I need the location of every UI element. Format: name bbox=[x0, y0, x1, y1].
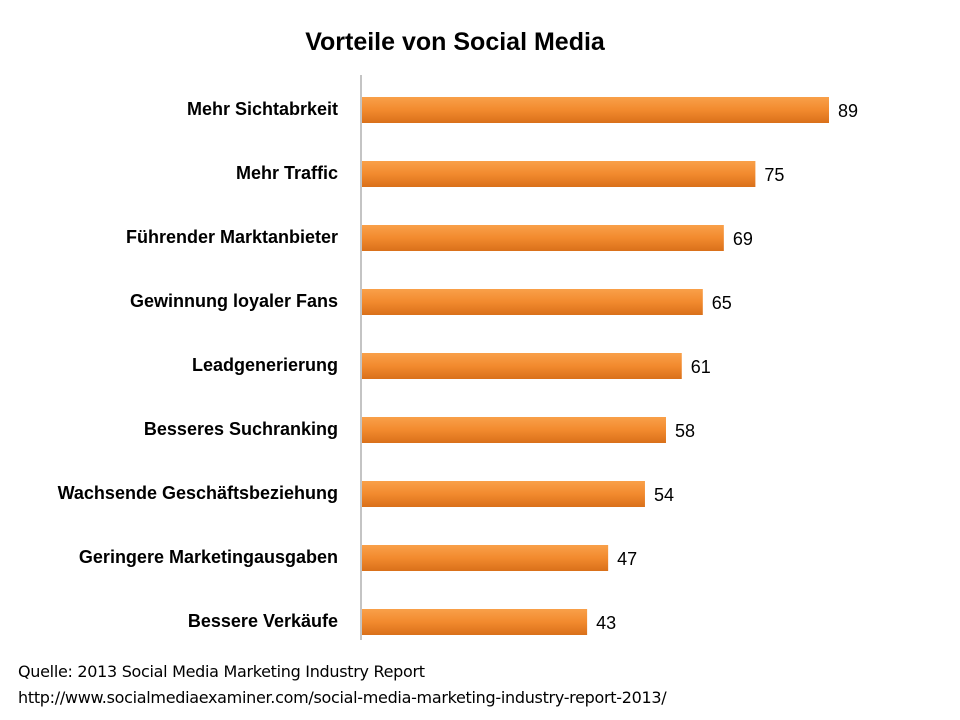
chart-title: Vorteile von Social Media bbox=[305, 28, 605, 56]
data-label: 65 bbox=[712, 293, 732, 313]
data-label: 69 bbox=[733, 229, 753, 249]
bar bbox=[362, 417, 666, 443]
bar bbox=[362, 97, 829, 123]
category-label: Gewinnung loyaler Fans bbox=[130, 291, 338, 311]
bar bbox=[362, 289, 703, 315]
category-label: Wachsende Geschäftsbeziehung bbox=[58, 483, 338, 503]
bar bbox=[362, 353, 682, 379]
category-label: Führender Marktanbieter bbox=[126, 227, 338, 247]
data-label: 58 bbox=[675, 421, 695, 441]
data-label: 75 bbox=[764, 165, 784, 185]
bar bbox=[362, 545, 609, 571]
category-label: Besseres Suchranking bbox=[144, 419, 338, 439]
data-label: 54 bbox=[654, 485, 674, 505]
source-url[interactable]: http://www.socialmediaexaminer.com/socia… bbox=[18, 688, 667, 707]
data-label: 43 bbox=[596, 613, 616, 633]
data-label: 61 bbox=[691, 357, 711, 377]
bar bbox=[362, 225, 724, 251]
source-line-1: Quelle: 2013 Social Media Marketing Indu… bbox=[18, 662, 425, 681]
category-label: Mehr Traffic bbox=[236, 163, 338, 183]
category-label: Leadgenerierung bbox=[192, 355, 338, 375]
data-label: 89 bbox=[838, 101, 858, 121]
category-label: Bessere Verkäufe bbox=[188, 611, 338, 631]
bar bbox=[362, 161, 756, 187]
category-label: Geringere Marketingausgaben bbox=[79, 547, 338, 567]
bar bbox=[362, 481, 645, 507]
data-label: 47 bbox=[617, 549, 637, 569]
bar bbox=[362, 609, 588, 635]
category-label: Mehr Sichtabrkeit bbox=[187, 99, 338, 119]
